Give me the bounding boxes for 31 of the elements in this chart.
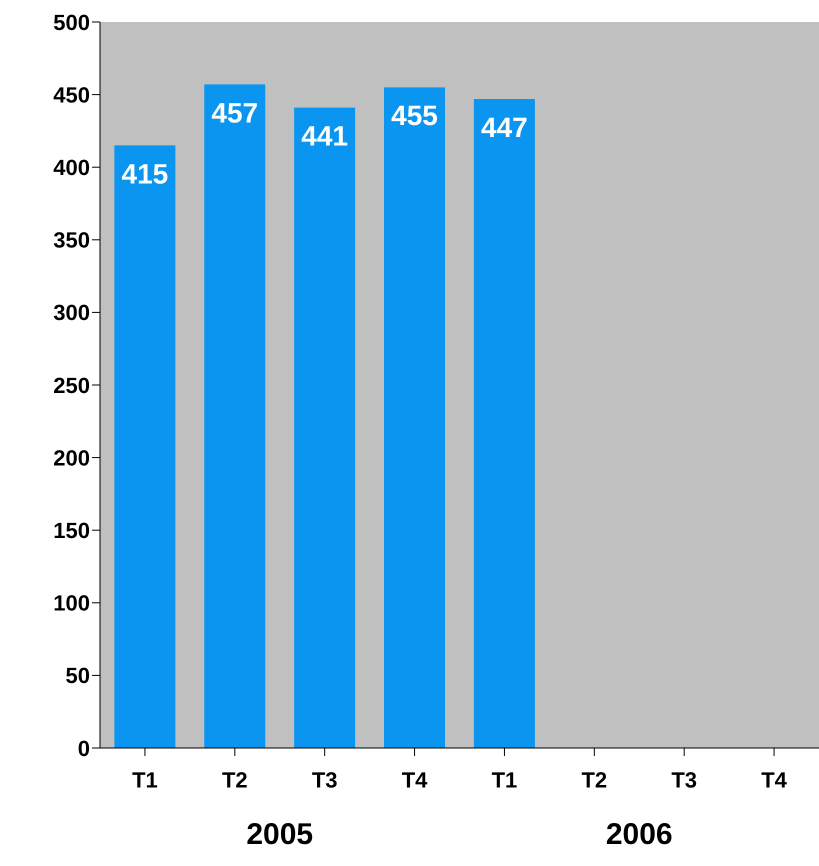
x-tick-label: T1 <box>132 768 158 793</box>
y-tick-label: 50 <box>66 663 90 688</box>
y-tick-label: 0 <box>78 736 90 761</box>
bar <box>384 87 446 748</box>
x-tick-label: T4 <box>402 768 428 793</box>
text: 2006 <box>604 818 674 852</box>
x-tick-label: T2 <box>222 768 248 793</box>
y-tick-label: 400 <box>53 155 90 180</box>
text: 2005 <box>245 818 314 852</box>
x-tick-label: T3 <box>671 768 698 793</box>
x-tick-label: T4 <box>761 768 788 793</box>
bar <box>114 145 176 748</box>
x-tick-label: T2 <box>581 768 608 793</box>
y-tick-label: 150 <box>53 518 90 544</box>
y-tick-label: 450 <box>53 82 90 108</box>
y-tick-label: 100 <box>53 590 90 616</box>
y-tick-label: 300 <box>53 300 90 326</box>
data-label: 455 <box>391 100 438 132</box>
y-tick-label: 200 <box>53 445 90 470</box>
data-label: 457 <box>211 97 258 128</box>
bar <box>294 108 356 748</box>
bar <box>204 84 266 748</box>
x-tick-label: T3 <box>312 768 338 793</box>
data-label: 447 <box>481 112 528 143</box>
y-tick-label: 500 <box>53 10 90 35</box>
data-label: 415 <box>122 158 168 190</box>
y-tick-label: 250 <box>53 372 90 398</box>
y-tick-label: 350 <box>53 228 90 253</box>
data-label: 441 <box>301 120 348 152</box>
bar <box>474 98 535 748</box>
x-tick-label: T1 <box>492 768 518 793</box>
